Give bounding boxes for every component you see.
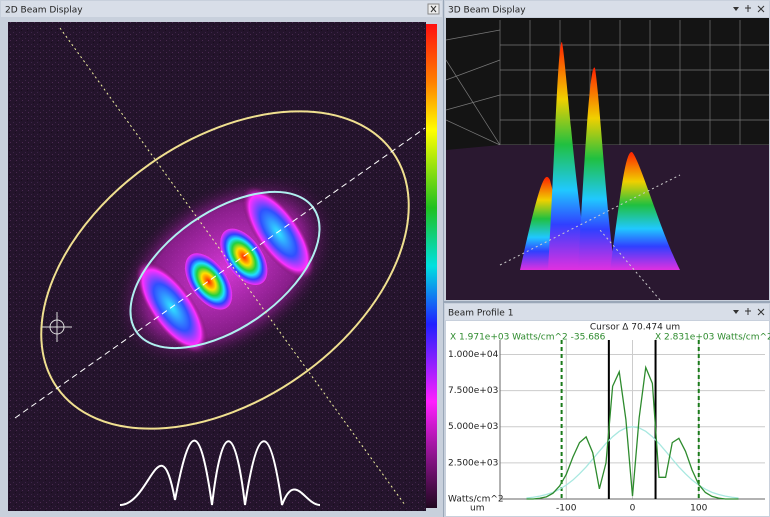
- y-tick-label: 2.500e+03: [448, 458, 498, 468]
- x-tick-label: 100: [690, 504, 707, 514]
- x-axis-label: um: [470, 504, 484, 514]
- cursor-delta: Cursor Δ 70.474 um: [590, 323, 680, 333]
- title-bar: [445, 304, 769, 320]
- panel-title: Beam Profile 1: [448, 309, 513, 319]
- x-tick-label: 0: [630, 504, 636, 514]
- panel-title: 3D Beam Display: [448, 6, 526, 16]
- profile-line: [526, 364, 739, 500]
- wall-grid: [445, 20, 769, 146]
- image-profile: [119, 439, 321, 506]
- window-buttons[interactable]: [733, 5, 765, 13]
- cursor-readout: X 1.971e+03 Watts/cm^2 -35.686: [450, 333, 606, 343]
- plot: Watts/cm^2 2.500e+03 5.000e+03 7.500e+03 1.0…: [448, 340, 765, 514]
- profile-line: [526, 426, 739, 499]
- title-bar: [445, 1, 769, 17]
- color-scale: [426, 24, 437, 508]
- x-tick-label: -100: [556, 504, 577, 514]
- y-tick-label: 7.500e+03: [448, 386, 498, 396]
- y-tick-label: 1.000e+04: [448, 350, 499, 360]
- crosshair: [42, 312, 72, 342]
- y-tick-label: 5.000e+03: [448, 422, 498, 432]
- window-buttons[interactable]: [733, 308, 765, 316]
- y-tick-label: Watts/cm^2: [448, 495, 504, 505]
- close-button[interactable]: [427, 3, 440, 15]
- surface-spikes: [520, 41, 680, 270]
- axis-lines: [499, 174, 681, 301]
- major-axis: [14, 127, 426, 419]
- cursor-readout: X 2.831e+03 Watts/cm^2 34: [655, 333, 770, 343]
- title-bar: [1, 1, 442, 17]
- panel-title: 2D Beam Display: [5, 6, 83, 16]
- minor-axis: [59, 27, 406, 506]
